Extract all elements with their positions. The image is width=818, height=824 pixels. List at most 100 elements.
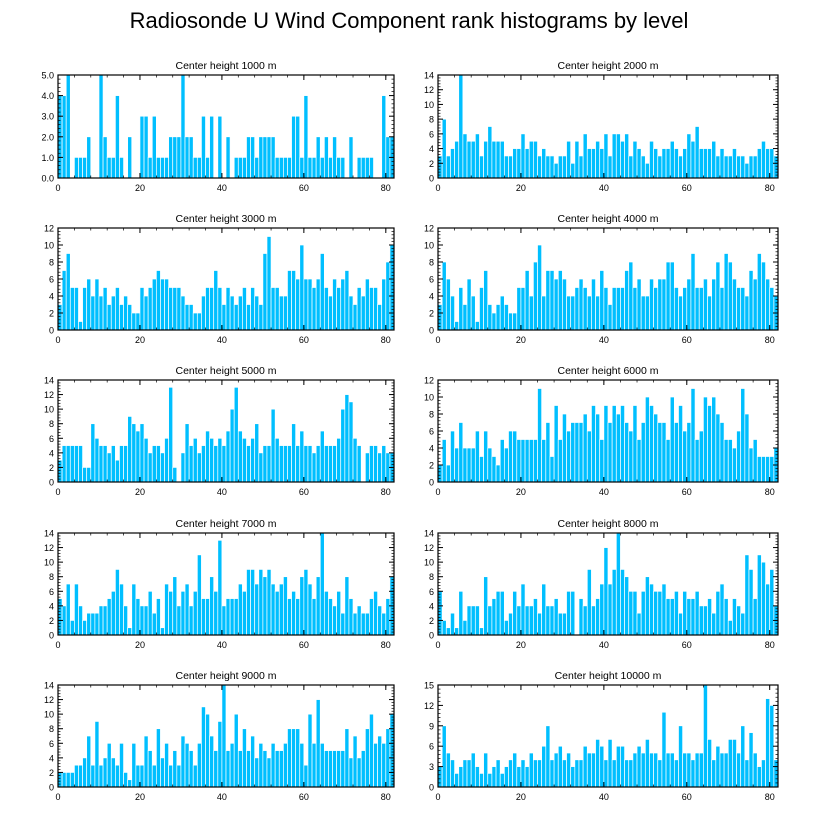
- bar: [110, 445, 116, 483]
- bar: [213, 590, 219, 636]
- bar: [723, 598, 729, 636]
- x-tick-label: 20: [516, 335, 526, 345]
- bar: [454, 627, 460, 636]
- bar: [520, 133, 526, 179]
- bar: [369, 287, 374, 331]
- panel-title: Center height 5000 m: [176, 365, 277, 377]
- bar: [250, 287, 256, 331]
- panel-title: Center height 2000 m: [558, 60, 659, 72]
- bar: [487, 773, 493, 788]
- bar: [237, 583, 243, 636]
- bar: [184, 583, 190, 636]
- bar: [541, 583, 547, 636]
- bar: [595, 295, 601, 331]
- bar: [503, 304, 509, 331]
- bar: [332, 750, 337, 788]
- x-tick-label: 0: [55, 487, 60, 497]
- bar: [147, 157, 153, 179]
- bar: [582, 745, 588, 788]
- bar: [533, 598, 538, 636]
- bar: [607, 422, 613, 483]
- bar: [649, 140, 654, 179]
- bar: [328, 157, 333, 179]
- bar: [180, 74, 186, 179]
- bar: [184, 742, 190, 788]
- bar: [352, 437, 358, 483]
- bar: [323, 750, 329, 788]
- bar: [537, 155, 543, 179]
- bar: [661, 422, 667, 483]
- bar: [727, 620, 733, 636]
- bar: [283, 295, 288, 331]
- y-tick-label: 10: [44, 558, 54, 568]
- y-tick-label: 0: [49, 478, 54, 488]
- bar: [620, 140, 625, 179]
- bar: [508, 612, 513, 636]
- bar: [155, 157, 161, 179]
- bar: [557, 745, 563, 788]
- bar: [553, 405, 559, 483]
- bar: [106, 452, 112, 483]
- bar: [578, 155, 584, 179]
- bar: [328, 445, 333, 483]
- bar: [360, 750, 366, 788]
- y-tick-label: 1.0: [41, 153, 54, 163]
- bar: [98, 295, 104, 331]
- bar: [209, 287, 215, 331]
- panel-title: Center height 4000 m: [558, 213, 659, 225]
- bar: [607, 304, 613, 331]
- bar: [106, 598, 112, 636]
- bar: [678, 155, 683, 179]
- bar: [703, 396, 708, 483]
- x-tick-label: 80: [381, 183, 391, 193]
- bar: [470, 605, 476, 636]
- bar: [723, 752, 729, 788]
- bar: [665, 752, 671, 788]
- bar: [603, 547, 609, 636]
- bar: [299, 157, 305, 179]
- bar: [512, 590, 518, 636]
- bar: [557, 439, 563, 483]
- bar: [364, 157, 370, 179]
- bar: [201, 598, 206, 636]
- bar: [196, 312, 202, 331]
- bar: [520, 583, 526, 636]
- bar: [369, 157, 374, 179]
- bar: [172, 287, 178, 331]
- x-tick-label: 40: [599, 640, 609, 650]
- bar: [479, 155, 484, 179]
- x-tick-label: 20: [135, 640, 145, 650]
- bar: [94, 437, 100, 483]
- bar: [131, 742, 137, 788]
- bar: [665, 261, 671, 331]
- y-tick-label: 12: [44, 390, 54, 400]
- bar: [266, 445, 272, 483]
- y-tick-label: 12: [44, 224, 54, 234]
- bar: [373, 445, 378, 483]
- bar: [756, 253, 762, 331]
- bar: [209, 115, 215, 179]
- bar: [360, 157, 366, 179]
- bar: [86, 278, 92, 331]
- bar: [711, 612, 717, 636]
- bar: [732, 447, 737, 483]
- bar: [765, 698, 771, 788]
- bar: [242, 590, 247, 636]
- bar: [644, 396, 650, 483]
- panel-title: Center height 1000 m: [176, 60, 277, 72]
- bar: [287, 270, 292, 331]
- bar: [381, 278, 387, 331]
- bar: [528, 752, 534, 788]
- bar: [678, 612, 683, 636]
- bar: [287, 445, 292, 483]
- bar: [106, 742, 112, 788]
- y-tick-label: 0: [429, 478, 434, 488]
- bar: [246, 445, 251, 483]
- bar: [270, 287, 276, 331]
- bar: [98, 74, 104, 179]
- bar: [661, 148, 667, 179]
- bar: [369, 445, 374, 483]
- bar: [591, 405, 596, 483]
- bar: [508, 759, 513, 788]
